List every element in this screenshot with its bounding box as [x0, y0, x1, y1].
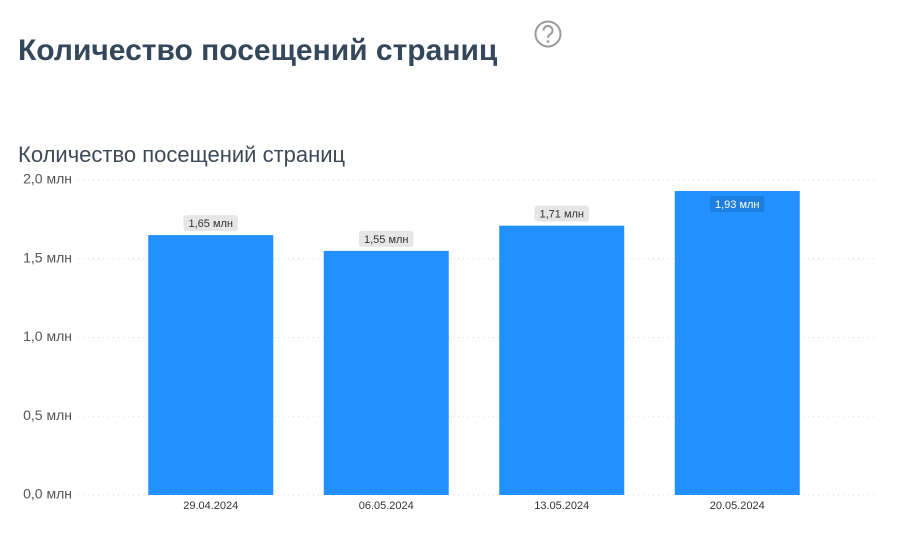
bar — [148, 235, 274, 495]
y-tick-label: 1,5 млн — [23, 249, 72, 265]
help-circle[interactable] — [534, 20, 562, 48]
help-mark[interactable] — [542, 24, 554, 38]
x-tick-label: 06.05.2024 — [359, 500, 414, 512]
help-icon[interactable] — [534, 20, 562, 48]
value-label: 1,65 млн — [188, 218, 233, 230]
bar — [499, 225, 625, 496]
value-label-box — [183, 215, 239, 232]
x-tick-label: 20.05.2024 — [710, 500, 765, 512]
page-title: Количество посещений страниц — [18, 34, 498, 67]
value-label: 1,71 млн — [539, 209, 584, 221]
value-label-box — [709, 196, 765, 213]
y-tick-label: 2,0 млн — [23, 171, 72, 187]
bar — [674, 191, 800, 495]
bar — [323, 250, 449, 495]
x-tick-label: 13.05.2024 — [534, 500, 589, 512]
value-label-box — [534, 205, 590, 222]
value-label: 1,55 млн — [364, 234, 409, 246]
y-tick-label: 1,0 млн — [23, 328, 72, 344]
value-label-box — [358, 230, 414, 247]
x-tick-label: 29.04.2024 — [183, 500, 238, 512]
help-dot[interactable] — [546, 40, 550, 43]
value-label: 1,93 млн — [715, 199, 760, 211]
y-tick-label: 0,5 млн — [23, 407, 72, 423]
y-tick-label: 0,0 млн — [23, 486, 72, 502]
chart-title: Количество посещений страниц — [18, 142, 346, 167]
